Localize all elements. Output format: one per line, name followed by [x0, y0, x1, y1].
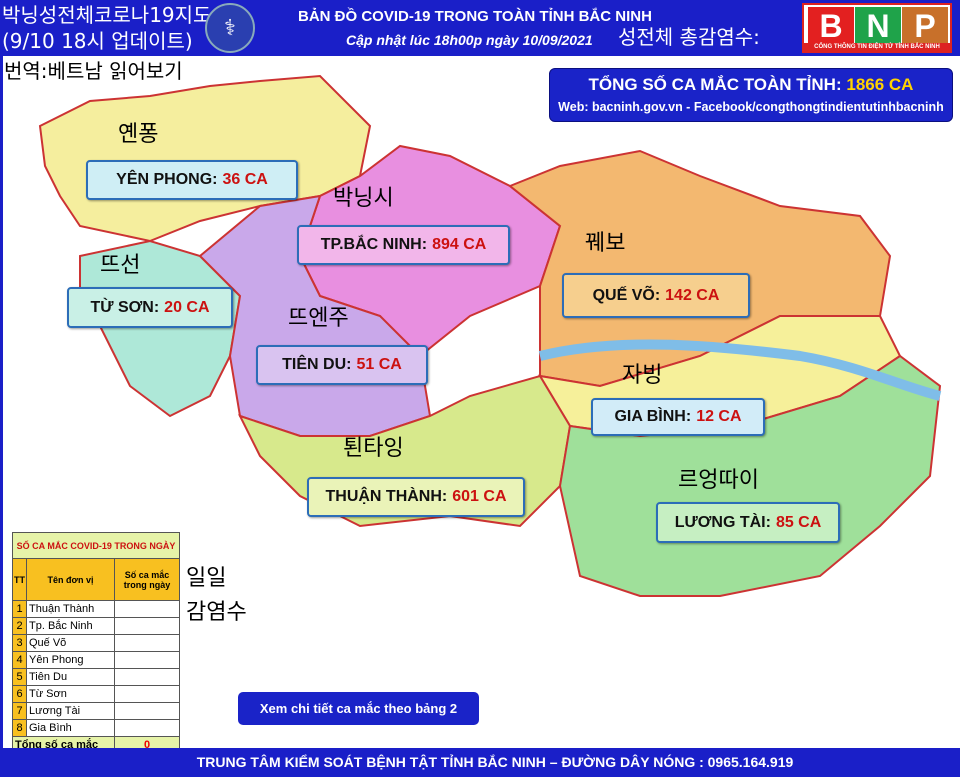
district-cases: 12 CA [696, 408, 742, 425]
table-row: 3 Quế Võ [12, 634, 180, 652]
left-border [0, 56, 3, 748]
kr-label-tu-son: 뜨선 [100, 253, 141, 278]
district-name: THUẬN THÀNH: [325, 488, 448, 505]
table-row: 6 Từ Sơn [12, 685, 180, 703]
total-cases-box: TỔNG SỐ CA MẮC TOÀN TỈNH: 1866 CA Web: b… [549, 68, 953, 122]
district-cases: 36 CA [222, 171, 268, 188]
total-value: 1866 CA [846, 75, 914, 94]
bnp-logo: B N P CỔNG THÔNG TIN ĐIỆN TỬ TỈNH BẮC NI… [802, 3, 952, 53]
row-tt: 5 [12, 668, 27, 686]
district-name: YÊN PHONG: [116, 171, 218, 188]
kr-total-label: 성전체 총감염수: [618, 25, 760, 49]
row-name: Lương Tài [26, 702, 115, 720]
row-cases [114, 617, 180, 635]
row-cases [114, 719, 180, 737]
row-name: Thuận Thành [26, 600, 115, 618]
district-name: TỪ SƠN: [90, 298, 160, 316]
update-time: Cập nhật lúc 18h00p ngày 10/09/2021 [346, 32, 593, 48]
district-label-yen-phong[interactable]: YÊN PHONG: 36 CA [86, 160, 298, 200]
district-name: TP.BẮC NINH: [320, 236, 428, 253]
district-cases: 601 CA [452, 488, 507, 505]
district-name: QUẾ VÕ: [592, 286, 661, 304]
row-cases [114, 685, 180, 703]
kr-daily-note: 일일 감염수 [186, 566, 247, 626]
row-name: Yên Phong [26, 651, 115, 669]
district-label-tu-son[interactable]: TỪ SƠN: 20 CA [67, 287, 233, 328]
row-name: Tiên Du [26, 668, 115, 686]
row-name: Từ Sơn [26, 685, 115, 703]
district-cases: 142 CA [665, 286, 720, 304]
district-cases: 20 CA [164, 298, 210, 316]
district-cases: 85 CA [775, 513, 822, 531]
web-links: Web: bacninh.gov.vn - Facebook/congthong… [558, 100, 944, 114]
district-label-gia-binh[interactable]: GIA BÌNH: 12 CA [591, 398, 765, 436]
row-name: Gia Bình [26, 719, 115, 737]
district-cases: 51 CA [356, 356, 402, 373]
row-cases [114, 600, 180, 618]
kr-translation-note: 번역:베트남 읽어보기 [4, 59, 183, 83]
table-row: 7 Lương Tài [12, 702, 180, 720]
table-row: 4 Yên Phong [12, 651, 180, 669]
kr-label-gia-binh: 자빙 [622, 363, 663, 388]
district-name: TIÊN DU: [282, 356, 352, 373]
district-label-que-vo[interactable]: QUẾ VÕ: 142 CA [562, 273, 750, 318]
row-cases [114, 651, 180, 669]
header-bar: 박닝성전체코로나19지도 (9/10 18시 업데이트) ⚕ BẢN ĐỒ CO… [0, 0, 960, 56]
row-tt: 8 [12, 719, 27, 737]
row-tt: 4 [12, 651, 27, 669]
table-row: 2 Tp. Bắc Ninh [12, 617, 180, 635]
row-tt: 1 [12, 600, 27, 618]
kr-label-luong-tai: 르엉따이 [678, 468, 759, 493]
col-tt: TT [12, 558, 27, 601]
col-cases: Số ca mắc trong ngày [114, 558, 180, 601]
kr-label-que-vo: 꿰보 [585, 231, 626, 256]
daily-cases-table: SỐ CA MẮC COVID-19 TRONG NGÀY TT Tên đơn … [12, 532, 180, 754]
kr-label-thuan-thanh: 퇸타잉 [343, 436, 404, 461]
footer-hotline: TRUNG TÂM KIỂM SOÁT BỆNH TẬT TỈNH BẮC NI… [0, 748, 960, 777]
district-cases: 894 CA [432, 236, 487, 253]
col-name: Tên đơn vị [26, 558, 115, 601]
district-label-bac-ninh[interactable]: TP.BẮC NINH: 894 CA [297, 225, 510, 265]
kr-title: 박닝성전체코로나19지도 [2, 3, 212, 27]
row-cases [114, 702, 180, 720]
total-label: TỔNG SỐ CA MẮC TOÀN TỈNH: [588, 75, 842, 94]
district-name: GIA BÌNH: [614, 408, 692, 425]
duong-river [538, 339, 942, 401]
row-cases [114, 668, 180, 686]
row-tt: 2 [12, 617, 27, 635]
table-row: 5 Tiên Du [12, 668, 180, 686]
district-label-thuan-thanh[interactable]: THUẬN THÀNH: 601 CA [307, 477, 525, 517]
page-title: BẢN ĐỒ COVID-19 TRONG TOÀN TỈNH BẮC NINH [298, 8, 652, 25]
row-tt: 7 [12, 702, 27, 720]
row-name: Quế Võ [26, 634, 115, 652]
row-cases [114, 634, 180, 652]
kr-update: (9/10 18시 업데이트) [2, 29, 193, 53]
logo-caption: CỔNG THÔNG TIN ĐIỆN TỬ TỈNH BẮC NINH [804, 43, 950, 51]
row-tt: 6 [12, 685, 27, 703]
kr-label-yen-phong: 옌퐁 [118, 122, 159, 147]
district-label-luong-tai[interactable]: LƯƠNG TÀI: 85 CA [656, 502, 840, 543]
table-row: 1 Thuận Thành [12, 600, 180, 618]
kr-label-tien-du: 뜨엔주 [288, 306, 349, 331]
table-title: SỐ CA MẮC COVID-19 TRONG NGÀY [12, 532, 180, 559]
row-tt: 3 [12, 634, 27, 652]
district-name: LƯƠNG TÀI: [674, 513, 771, 531]
detail-button[interactable]: Xem chi tiết ca mắc theo bảng 2 [238, 692, 479, 725]
district-label-tien-du[interactable]: TIÊN DU: 51 CA [256, 345, 428, 385]
row-name: Tp. Bắc Ninh [26, 617, 115, 635]
medical-emblem-icon: ⚕ [205, 3, 255, 53]
table-row: 8 Gia Bình [12, 719, 180, 737]
kr-label-bac-ninh: 박닝시 [333, 186, 394, 211]
